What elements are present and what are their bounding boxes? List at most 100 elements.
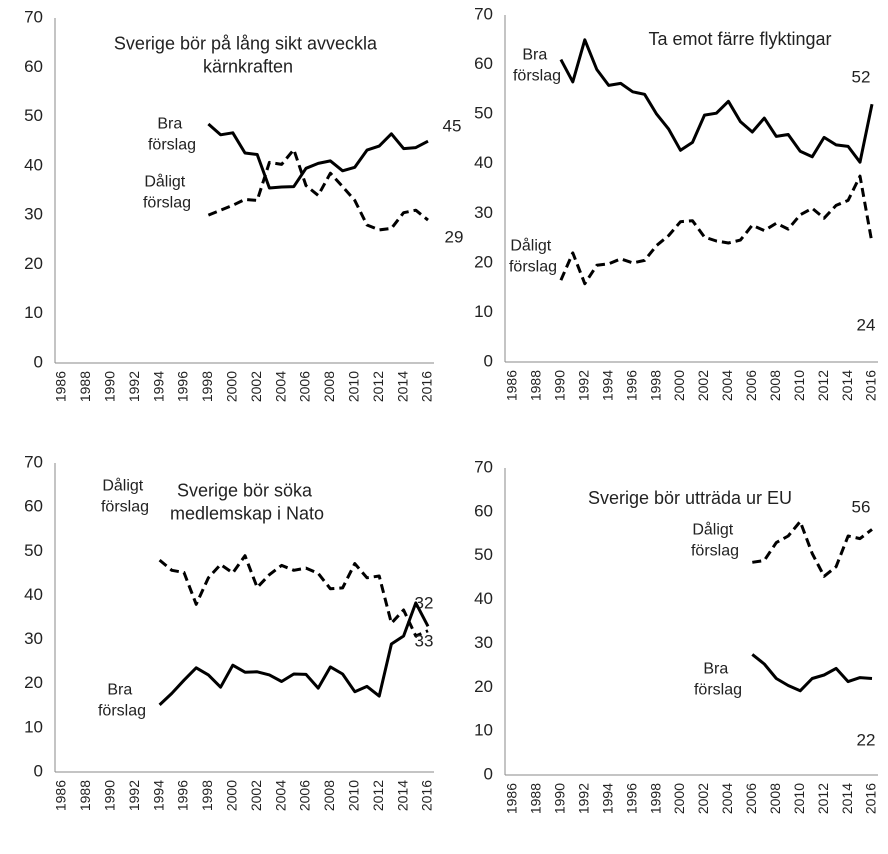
x-tick-label: 2014	[394, 780, 410, 811]
x-tick-label: 1988	[528, 783, 544, 814]
x-tick-label: 1990	[102, 371, 118, 402]
chart-title: Sverige bör på lång sikt avveckla kärnkr…	[114, 33, 382, 76]
text-line: förslag	[98, 703, 146, 720]
series-line	[751, 653, 873, 693]
value-label: 29	[445, 227, 464, 246]
x-tick-label: 2012	[370, 371, 386, 402]
y-tick-label: 0	[484, 764, 493, 783]
x-tick-label: 2016	[863, 370, 879, 401]
x-tick-label: 1990	[102, 780, 118, 811]
x-tick-label: 2002	[695, 370, 711, 401]
y-tick-label: 30	[474, 633, 493, 652]
x-tick-label: 2000	[671, 370, 687, 401]
text-line: Bra	[107, 682, 136, 699]
text-line: Bra	[157, 116, 186, 133]
series-line	[207, 148, 429, 232]
x-tick-label: 1996	[175, 371, 191, 402]
text-line: förslag	[691, 543, 739, 560]
y-tick-label: 10	[24, 303, 43, 322]
y-tick-label: 20	[474, 252, 493, 271]
x-tick-label: 2016	[863, 783, 879, 814]
x-tick-label: 1992	[126, 371, 142, 402]
series-line	[559, 38, 874, 164]
x-tick-label: 2010	[346, 780, 362, 811]
chart-title: Ta emot färre flyktingar	[648, 29, 831, 49]
x-tick-label: 2010	[791, 783, 807, 814]
x-tick-label: 1990	[552, 370, 568, 401]
y-tick-label: 20	[474, 677, 493, 696]
y-tick-label: 70	[474, 4, 493, 23]
text-line: Dåligt	[510, 237, 555, 255]
x-tick-label: 2012	[370, 780, 386, 811]
y-tick-label: 50	[474, 545, 493, 564]
x-tick-label: 2000	[671, 783, 687, 814]
text-line: Dåligt	[692, 521, 737, 539]
x-tick-label: 2010	[791, 370, 807, 401]
series-label: Bra förslag	[148, 116, 196, 154]
text-line: Sverige bör på lång sikt avveckla	[114, 33, 382, 53]
x-tick-label: 2004	[272, 780, 288, 811]
series-line	[752, 520, 873, 578]
text-line: Bra	[703, 661, 732, 678]
x-tick-label: 2008	[321, 371, 337, 402]
text-line: förslag	[513, 68, 561, 85]
y-tick-label: 60	[474, 501, 493, 520]
x-tick-label: 2012	[815, 370, 831, 401]
x-tick-label: 1998	[647, 783, 663, 814]
y-tick-label: 70	[24, 452, 43, 471]
y-tick-label: 30	[474, 203, 493, 222]
text-line: förslag	[509, 259, 557, 276]
y-tick-label: 20	[24, 673, 43, 692]
y-tick-label: 70	[474, 457, 493, 476]
text-line: förslag	[148, 137, 196, 154]
x-tick-label: 2012	[815, 783, 831, 814]
x-tick-label: 1992	[126, 780, 142, 811]
series-label: Bra förslag	[513, 47, 561, 85]
value-label: 24	[857, 315, 876, 334]
x-tick-label: 2006	[297, 371, 313, 402]
value-label: 56	[852, 497, 871, 516]
x-tick-label: 1996	[623, 783, 639, 814]
x-tick-label: 2014	[839, 783, 855, 814]
x-tick-label: 1998	[199, 780, 215, 811]
x-tick-label: 1994	[150, 371, 166, 402]
series-label: Dåligt förslag	[691, 521, 739, 560]
y-tick-label: 0	[34, 761, 43, 780]
y-tick-label: 60	[474, 54, 493, 73]
x-tick-label: 2004	[272, 371, 288, 402]
x-tick-label: 1986	[504, 783, 520, 814]
x-tick-label: 1992	[576, 370, 592, 401]
x-tick-label: 1996	[623, 370, 639, 401]
chart-title: Sverige bör söka medlemskap i Nato	[170, 480, 324, 523]
text-line: medlemskap i Nato	[170, 503, 324, 523]
chart-title: Sverige bör utträda ur EU	[588, 488, 792, 508]
x-tick-label: 1990	[552, 783, 568, 814]
x-tick-label: 1986	[53, 780, 69, 811]
x-tick-label: 2000	[224, 780, 240, 811]
x-tick-label: 2002	[695, 783, 711, 814]
x-tick-label: 1998	[647, 370, 663, 401]
series-line	[559, 174, 874, 286]
y-tick-label: 20	[24, 254, 43, 273]
value-label: 52	[852, 67, 871, 86]
y-tick-label: 60	[24, 57, 43, 76]
value-label: 45	[443, 116, 462, 135]
y-tick-label: 10	[24, 717, 43, 736]
y-tick-label: 40	[474, 153, 493, 172]
x-tick-label: 2006	[297, 780, 313, 811]
x-tick-label: 2014	[394, 371, 410, 402]
x-tick-label: 1998	[199, 371, 215, 402]
y-tick-label: 0	[484, 351, 493, 370]
x-tick-label: 2006	[743, 370, 759, 401]
x-tick-label: 2004	[719, 783, 735, 814]
y-tick-label: 50	[24, 106, 43, 125]
x-tick-label: 1994	[599, 370, 615, 401]
y-tick-label: 30	[24, 629, 43, 648]
series-label: Bra förslag	[694, 661, 742, 699]
y-tick-label: 0	[34, 352, 43, 371]
y-tick-label: 60	[24, 497, 43, 516]
text-line: Sverige bör söka	[177, 480, 317, 500]
text-line: Dåligt	[102, 477, 147, 495]
x-tick-label: 1988	[528, 370, 544, 401]
series-label: Dåligt förslag	[101, 477, 149, 516]
